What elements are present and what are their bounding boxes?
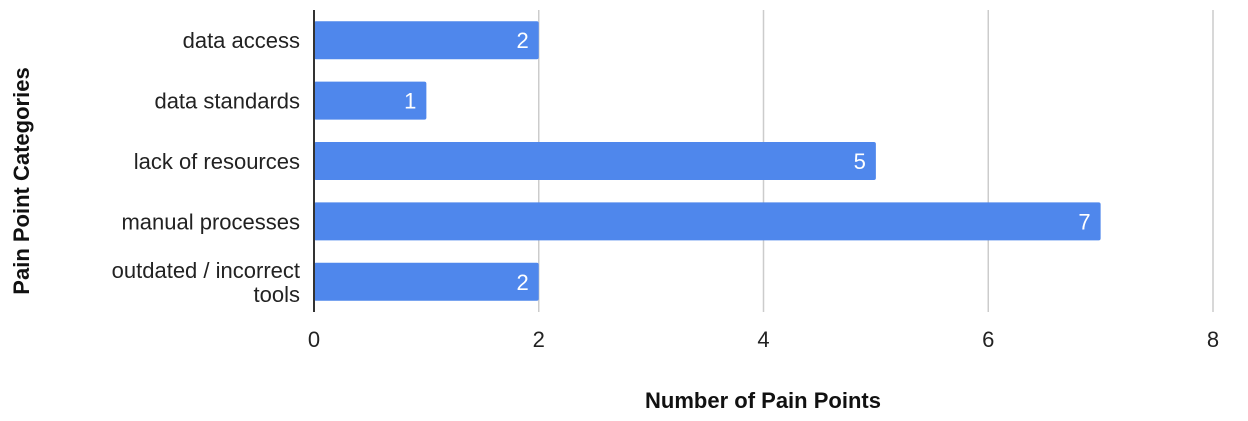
- labels: 0 2 4 6 8 2 data access 1 data standards 5 lack of…: [112, 28, 1219, 352]
- bar: [314, 142, 876, 180]
- x-tick-label: 0: [308, 327, 320, 352]
- category-label: lack of resources: [134, 149, 300, 174]
- bar-value-label: 2: [517, 28, 529, 53]
- bar: [314, 262, 539, 301]
- y-axis-title: Pain Point Categories: [9, 67, 34, 294]
- category-label: data standards: [154, 89, 300, 114]
- bar-value-label: 5: [854, 149, 866, 174]
- x-tick-label: 8: [1207, 327, 1219, 352]
- bar-value-label: 7: [1078, 209, 1090, 234]
- x-tick-label: 2: [533, 327, 545, 352]
- bar: [314, 21, 539, 60]
- bar: [314, 202, 1101, 241]
- bar: [314, 81, 427, 120]
- x-tick-label: 4: [757, 327, 769, 352]
- bar-value-label: 1: [404, 89, 416, 114]
- category-label: manual processes: [121, 209, 300, 234]
- category-label: outdated / incorrect tools: [112, 258, 300, 307]
- bar-value-label: 2: [517, 270, 529, 295]
- category-label: data access: [183, 28, 300, 53]
- x-tick-label: 6: [982, 327, 994, 352]
- bars: [314, 21, 1101, 301]
- x-axis-title: Number of Pain Points: [645, 388, 881, 413]
